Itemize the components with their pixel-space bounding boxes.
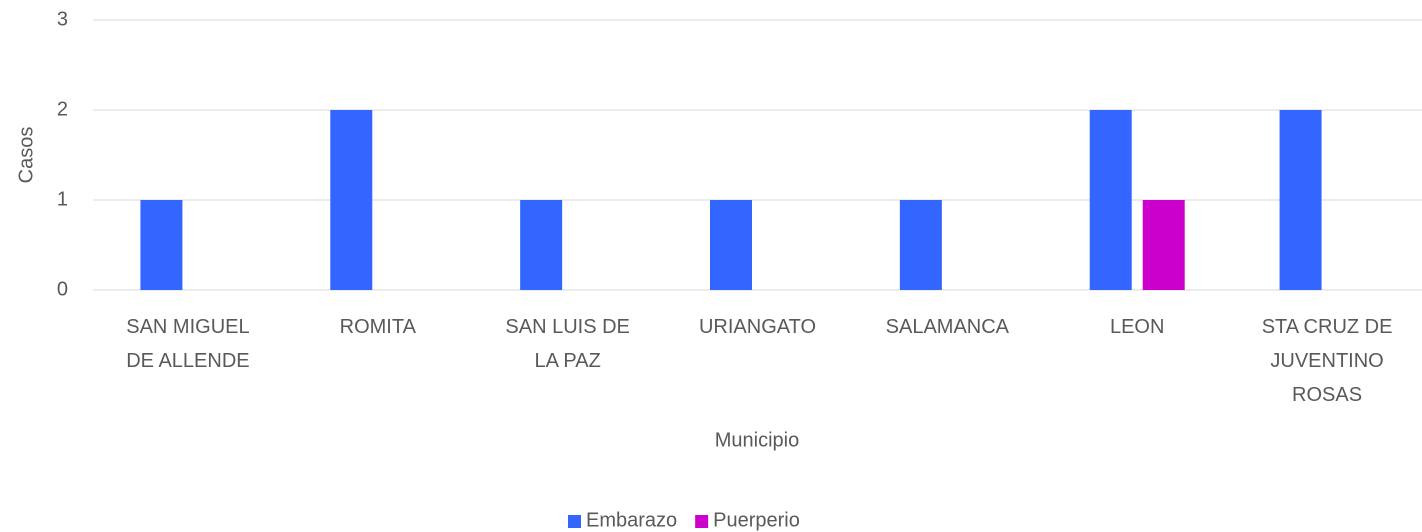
- y-tick-label: 1: [57, 188, 68, 210]
- x-tick-label: URIANGATO: [699, 316, 816, 338]
- bar: [140, 200, 183, 290]
- y-tick-label: 2: [57, 98, 68, 120]
- bar: [330, 110, 373, 290]
- y-axis-title: Casos: [15, 127, 37, 184]
- x-tick-label: SAN MIGUEL DE ALLENDE: [126, 316, 249, 372]
- x-tick-label: STA CRUZ DE JUVENTINO ROSAS: [1262, 316, 1393, 406]
- x-tick-label: SALAMANCA: [886, 316, 1010, 338]
- bar: [520, 200, 563, 290]
- x-axis-title: Municipio: [715, 429, 799, 451]
- x-tick-label: ROMITA: [340, 316, 417, 338]
- bar: [1279, 110, 1322, 290]
- y-tick-label: 0: [57, 278, 68, 300]
- legend-swatch: [695, 515, 709, 528]
- x-tick-label: LEON: [1110, 316, 1164, 338]
- bar: [710, 200, 752, 290]
- legend-label: Embarazo: [586, 509, 677, 531]
- legend-label: Puerperio: [713, 509, 800, 531]
- bar: [899, 200, 942, 290]
- legend-swatch: [568, 515, 581, 528]
- y-tick-label: 3: [57, 8, 68, 30]
- bar: [1142, 200, 1185, 290]
- x-tick-label: SAN LUIS DE LA PAZ: [505, 316, 629, 372]
- bar: [1089, 110, 1132, 290]
